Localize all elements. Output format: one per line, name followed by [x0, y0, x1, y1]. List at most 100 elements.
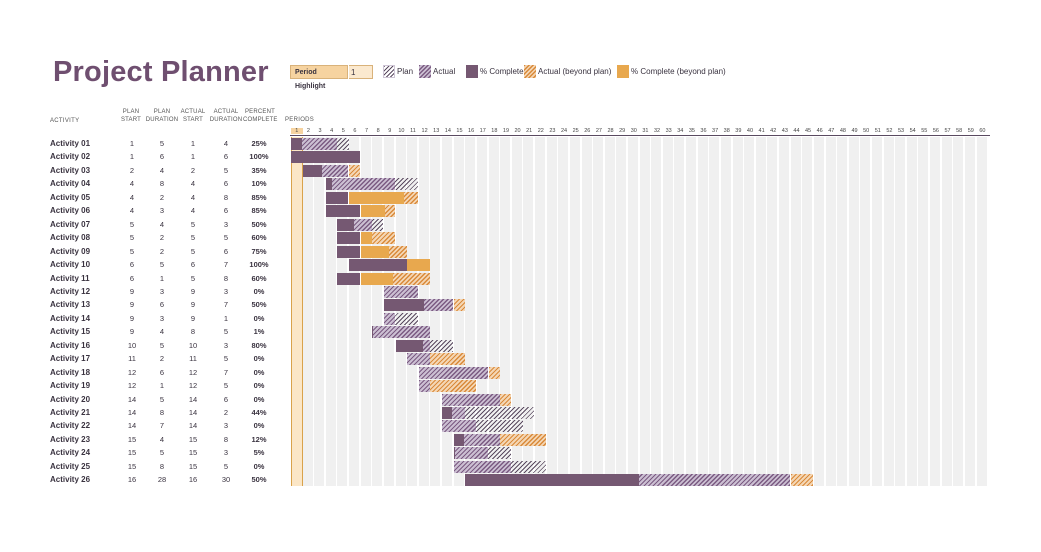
plan-start-cell: 15: [127, 461, 137, 471]
percent-complete-cell: 0%: [253, 286, 265, 296]
header-actual-duration-line1: ACTUAL: [213, 109, 239, 115]
period-highlight-input[interactable]: 1: [349, 65, 373, 79]
period-column: [383, 137, 394, 486]
period-number: 48: [839, 128, 846, 134]
actual-start-cell: 8: [190, 327, 196, 337]
period-number: 54: [909, 128, 916, 134]
actual-duration-cell: 2: [223, 408, 229, 417]
plan-start-cell: 1: [129, 139, 135, 148]
plan-start-cell: 14: [127, 394, 137, 404]
actual-bar: [407, 353, 430, 366]
plan-duration-cell: 2: [159, 354, 165, 364]
period-number: 44: [793, 128, 800, 134]
plan-start-cell: 16: [127, 475, 137, 485]
period-number: 4: [330, 128, 334, 134]
actual-start-cell: 5: [190, 233, 196, 243]
activity-name: Activity 24: [50, 448, 91, 458]
percent-complete-cell: 0%: [253, 461, 265, 471]
plan-duration-cell: 5: [159, 139, 165, 148]
actual-bar: [453, 447, 488, 460]
period-number: 11: [410, 128, 416, 134]
actual-duration-cell: 5: [223, 381, 229, 391]
period-column: [802, 137, 813, 486]
period-number: 59: [967, 128, 974, 134]
actual-beyond-bar: [790, 474, 814, 487]
complete-bar: [325, 191, 349, 204]
period-number: 9: [388, 128, 392, 134]
percent-complete-cell: 0%: [253, 313, 265, 323]
actual-start-cell: 11: [189, 354, 197, 364]
actual-bar: [325, 178, 395, 191]
plan-duration-cell: 5: [159, 260, 165, 270]
period-number: 42: [770, 128, 777, 134]
period-column: [790, 137, 801, 486]
plan-start-cell: 12: [127, 381, 137, 391]
complete-bar: [337, 218, 355, 231]
complete-beyond-bar: [360, 232, 372, 245]
complete-bar: [465, 474, 639, 487]
period-column: [872, 137, 883, 486]
percent-complete-cell: 50%: [251, 219, 267, 229]
activity-name: Activity 19: [50, 381, 91, 391]
actual-duration-cell: 6: [223, 152, 229, 162]
period-number: 47: [828, 128, 835, 134]
complete-bar: [372, 326, 374, 339]
complete-bar: [453, 447, 455, 460]
percent-complete-cell: 0%: [253, 354, 265, 364]
period-number: 26: [584, 128, 591, 134]
actual-start-cell: 5: [190, 273, 196, 283]
plan-start-cell: 11: [128, 354, 136, 364]
complete-beyond-bar: [407, 259, 430, 272]
plan-start-cell: 9: [129, 327, 135, 337]
header-activity: ACTIVITY: [50, 118, 80, 124]
actual-start-cell: 1: [190, 139, 196, 148]
percent-complete-cell: 0%: [253, 381, 265, 391]
plan-duration-cell: 1: [159, 381, 165, 391]
period-number: 20: [514, 128, 521, 134]
period-number: 15: [456, 128, 463, 134]
percent-complete-cell: 44%: [251, 408, 267, 417]
period-column: [697, 137, 708, 486]
percent-complete-cell: 0%: [253, 421, 265, 431]
period-number: 32: [653, 128, 661, 134]
legend-complete-label: % Complete: [480, 67, 524, 76]
activity-name: Activity 21: [50, 408, 91, 417]
period-column: [581, 137, 592, 486]
period-number: 23: [549, 128, 556, 134]
actual-start-cell: 12: [188, 367, 198, 377]
period-column: [314, 137, 325, 486]
plan-start-cell: 5: [129, 233, 135, 243]
actual-duration-cell: 4: [223, 139, 229, 148]
period-number: 45: [805, 128, 812, 134]
plan-duration-cell: 5: [159, 340, 165, 350]
plan-bar: [442, 407, 535, 419]
activity-name: Activity 26: [50, 475, 91, 485]
activity-name: Activity 06: [50, 206, 91, 216]
percent-complete-cell: 100%: [249, 152, 269, 162]
period-number: 13: [433, 128, 440, 134]
page-title: Project Planner: [53, 56, 269, 88]
actual-duration-cell: 7: [223, 300, 229, 310]
period-number: 1: [291, 128, 303, 134]
actual-duration-cell: 3: [223, 448, 229, 458]
actual-start-cell: 9: [190, 313, 196, 323]
plan-start-cell: 1: [129, 152, 135, 162]
percent-complete-cell: 85%: [251, 192, 267, 202]
period-number: 30: [630, 128, 637, 134]
period-number: 36: [700, 128, 707, 134]
period-number: 16: [468, 128, 475, 134]
period-number: 51: [874, 128, 881, 134]
plan-start-cell: 14: [127, 408, 137, 417]
complete-beyond-bar: [349, 191, 405, 204]
percent-complete-cell: 100%: [249, 260, 269, 270]
actual-start-cell: 14: [188, 394, 198, 404]
period-column: [546, 137, 557, 486]
actual-bar: [418, 366, 488, 379]
period-number: 41: [758, 128, 765, 134]
period-column: [860, 137, 871, 486]
period-column: [558, 137, 569, 486]
percent-complete-cell: 60%: [251, 273, 267, 283]
actual-beyond-bar: [488, 366, 500, 379]
period-column: [488, 137, 499, 486]
period-column: [616, 137, 627, 486]
